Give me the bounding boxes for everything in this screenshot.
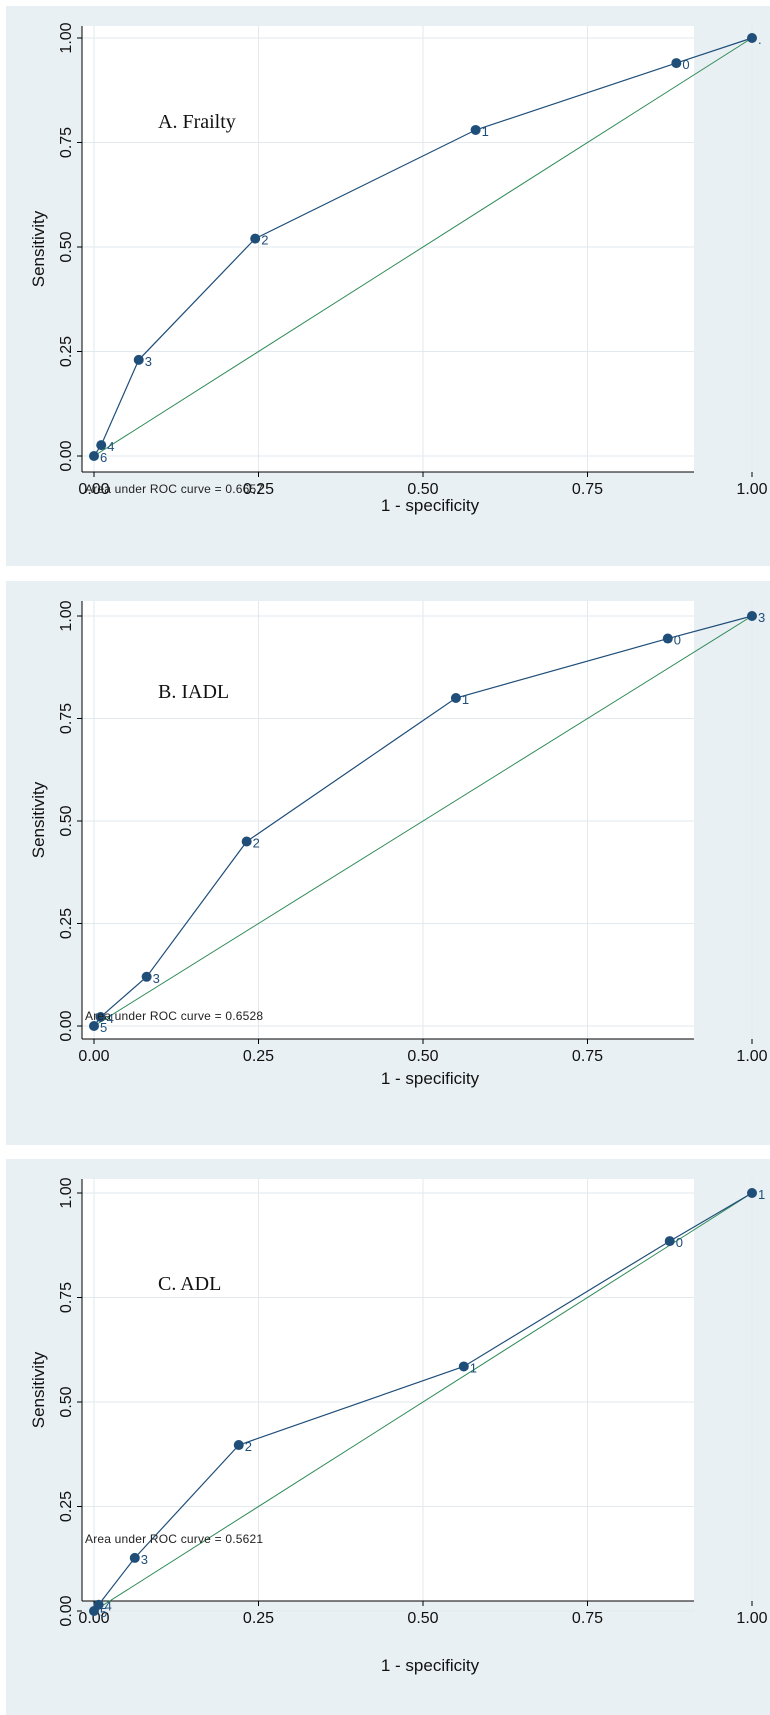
x-tick-label: 0.50 bbox=[407, 1048, 438, 1065]
y-tick-label: 0.00 bbox=[58, 1595, 75, 1626]
y-axis-label: Sensitivity bbox=[29, 781, 48, 858]
y-tick-label: 0.25 bbox=[58, 908, 75, 939]
roc-point bbox=[747, 611, 757, 621]
roc-point bbox=[747, 33, 757, 43]
roc-point-label: 4 bbox=[107, 1011, 114, 1026]
x-tick-label: 0.50 bbox=[407, 481, 438, 498]
roc-point bbox=[458, 1361, 469, 1372]
roc-point bbox=[129, 1552, 140, 1563]
x-tick-label: 0.00 bbox=[78, 481, 109, 498]
reference-line bbox=[93, 37, 753, 457]
roc-point-label: 3 bbox=[141, 1552, 148, 1567]
roc-point-label: 1 bbox=[462, 692, 469, 707]
roc-point bbox=[233, 1440, 244, 1451]
x-tick-label: 0.00 bbox=[78, 1048, 109, 1065]
auc-footer: Area under ROC curve = 0.5621 bbox=[85, 1532, 264, 1546]
roc-point-label: 3 bbox=[758, 610, 765, 625]
roc-point-label: 2 bbox=[253, 836, 260, 851]
roc-point bbox=[664, 1236, 675, 1247]
auc-footer: Area under ROC curve = 0.6657 bbox=[85, 482, 264, 496]
x-tick-label: 0.50 bbox=[407, 1610, 438, 1627]
x-tick-label: 0.75 bbox=[572, 1048, 603, 1065]
roc-point-label: 0 bbox=[674, 633, 681, 648]
x-tick-label: 0.25 bbox=[243, 1048, 274, 1065]
roc-point-label: 1 bbox=[758, 1187, 765, 1202]
x-tick-label: 1.00 bbox=[736, 1610, 767, 1627]
x-tick-label: 1.00 bbox=[736, 1048, 767, 1065]
roc-panel-iadl: 0.00 0.25 0.50 0.75 1.00 0.00 0.25 0.50 0.75 1.00… bbox=[6, 581, 770, 1145]
x-tick-label: 0.25 bbox=[243, 1610, 274, 1627]
x-axis-label: 1 - specificity bbox=[381, 1656, 480, 1675]
roc-point bbox=[747, 1188, 757, 1198]
x-axis-label: 1 - specificity bbox=[381, 1069, 480, 1088]
roc-point bbox=[89, 451, 99, 461]
y-tick-label: 0.50 bbox=[58, 805, 75, 836]
roc-panel-adl: 0.00 0.25 0.50 0.75 1.00 0.00 0.25 0.50 0.75 1.00… bbox=[6, 1159, 770, 1715]
roc-point-label: 4 bbox=[107, 439, 114, 454]
y-axis-label: Sensitivity bbox=[29, 210, 48, 287]
roc-point bbox=[89, 1606, 99, 1616]
y-tick-label: 1.00 bbox=[58, 1177, 75, 1208]
roc-point-label: 4 bbox=[105, 1599, 112, 1614]
x-tick-label: 0.75 bbox=[572, 1610, 603, 1627]
reference-line bbox=[93, 615, 753, 1027]
panel-annotation: A. Frailty bbox=[158, 111, 236, 133]
x-tick-label: 0.00 bbox=[78, 1610, 109, 1627]
y-tick-label: 1.00 bbox=[58, 600, 75, 631]
roc-point bbox=[141, 971, 152, 982]
roc-point-label: 5 bbox=[100, 1605, 107, 1620]
roc-point-label: 6 bbox=[100, 450, 107, 465]
roc-point-label: . bbox=[758, 32, 762, 47]
y-tick-label: 0.00 bbox=[58, 1010, 75, 1041]
roc-point-label: 3 bbox=[145, 354, 152, 369]
roc-point bbox=[89, 1021, 99, 1031]
y-tick-label: 0.00 bbox=[58, 440, 75, 471]
roc-panel-frailty: 0.00 0.25 0.50 0.75 1.00 0.00 0.25 0.50 0.75 1.00… bbox=[6, 6, 770, 566]
roc-point bbox=[250, 233, 261, 244]
roc-point bbox=[470, 124, 481, 135]
reference-line bbox=[93, 1192, 753, 1612]
roc-point bbox=[241, 836, 252, 847]
panel-annotation: C. ADL bbox=[158, 1273, 221, 1295]
y-tick-label: 1.00 bbox=[58, 22, 75, 53]
roc-point bbox=[96, 440, 107, 451]
x-tick-label: 0.75 bbox=[572, 481, 603, 498]
y-tick-label: 0.25 bbox=[58, 336, 75, 367]
roc-point bbox=[671, 58, 682, 69]
x-tick-label: 0.25 bbox=[243, 481, 274, 498]
roc-point-label: 5 bbox=[100, 1020, 107, 1035]
roc-chart-adl: 0.00 0.25 0.50 0.75 1.00 0.00 0.25 0.50 0.75 1.00… bbox=[29, 1177, 768, 1675]
plot-area bbox=[82, 601, 694, 1039]
roc-point-label: 0 bbox=[676, 1235, 683, 1250]
y-tick-label: 0.50 bbox=[58, 231, 75, 262]
plot-area bbox=[82, 1179, 694, 1601]
roc-point-label: 1 bbox=[482, 124, 489, 139]
y-axis-label: Sensitivity bbox=[29, 1351, 48, 1428]
roc-chart-iadl: 0.00 0.25 0.50 0.75 1.00 0.00 0.25 0.50 0.75 1.00… bbox=[29, 600, 768, 1088]
plot-area bbox=[82, 26, 694, 472]
x-axis-label: 1 - specificity bbox=[381, 496, 480, 515]
auc-footer: Area under ROC curve = 0.6528 bbox=[85, 1009, 264, 1023]
y-tick-label: 0.50 bbox=[58, 1386, 75, 1417]
roc-point bbox=[133, 354, 144, 365]
roc-point-label: 2 bbox=[245, 1439, 252, 1454]
roc-point-label: 3 bbox=[153, 971, 160, 986]
y-tick-label: 0.75 bbox=[58, 703, 75, 734]
roc-point bbox=[450, 693, 461, 703]
y-tick-label: 0.25 bbox=[58, 1491, 75, 1522]
panel-annotation: B. IADL bbox=[158, 681, 229, 703]
roc-point bbox=[662, 633, 673, 644]
roc-point-label: 1 bbox=[470, 1360, 477, 1375]
roc-point-label: 0 bbox=[682, 57, 689, 72]
y-tick-label: 0.75 bbox=[58, 127, 75, 158]
x-tick-label: 1.00 bbox=[736, 481, 767, 498]
y-tick-label: 0.75 bbox=[58, 1282, 75, 1313]
roc-point bbox=[95, 1011, 106, 1022]
roc-point-label: 2 bbox=[261, 233, 268, 248]
roc-chart-frailty: 0.00 0.25 0.50 0.75 1.00 0.00 0.25 0.50 0.75 1.00… bbox=[29, 22, 768, 515]
